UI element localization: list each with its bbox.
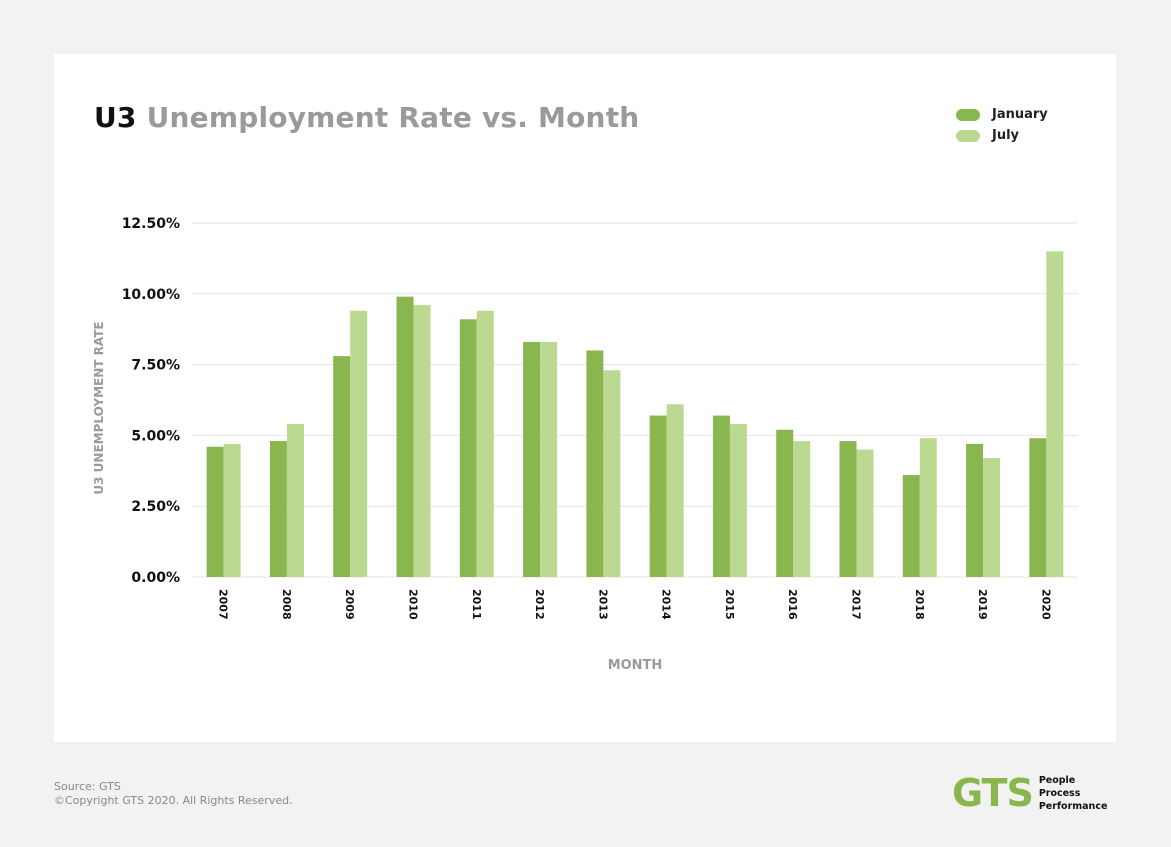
bar-july-2012 [540, 341, 558, 577]
x-tick-label: 2017 [850, 589, 863, 620]
bar-january-2015 [712, 415, 730, 577]
x-tick-label: 2009 [343, 589, 356, 620]
footer: Source: GTS ©Copyright GTS 2020. All Rig… [54, 780, 293, 808]
y-axis-title: U3 UNEMPLOYMENT RATE [92, 321, 106, 494]
bar-july-2013 [603, 370, 621, 577]
y-tick-label: 12.50% [122, 216, 180, 232]
bar-july-2016 [793, 441, 811, 577]
legend-swatch-january [956, 108, 980, 121]
logo-tagline-performance: Performance [1038, 800, 1108, 812]
bar-july-2008 [286, 424, 304, 577]
bar-january-2012 [523, 341, 541, 577]
chart-title-strong: U3 [94, 101, 137, 134]
x-axis-title: MONTH [608, 658, 663, 673]
x-tick-label: 2018 [913, 589, 926, 620]
y-tick-label: 7.50% [131, 358, 180, 374]
bar-january-2008 [269, 441, 287, 577]
bar-january-2018 [902, 475, 920, 577]
bar-january-2013 [586, 350, 604, 577]
logo-mark: GTS [952, 771, 1034, 815]
gts-logo: GTS People Process Performance [952, 773, 1107, 813]
chart-legend: January July [956, 104, 1048, 146]
bar-july-2015 [729, 424, 747, 577]
x-tick-label: 2014 [660, 589, 673, 620]
bar-january-2011 [459, 319, 477, 577]
y-tick-label: 10.00% [122, 287, 180, 303]
y-tick-label: 5.00% [131, 428, 180, 444]
y-tick-label: 2.50% [131, 499, 180, 515]
bar-january-2017 [839, 441, 857, 577]
x-tick-label: 2015 [723, 589, 736, 620]
bar-january-2010 [396, 296, 414, 577]
bar-july-2018 [919, 438, 937, 577]
logo-tagline: People Process Performance [1039, 774, 1108, 813]
x-tick-label: 2020 [1039, 589, 1052, 620]
legend-item-january: January [956, 104, 1048, 125]
chart-title-light: Unemployment Rate vs. Month [146, 101, 640, 134]
y-tick-label: 0.00% [131, 570, 180, 586]
copyright-text: ©Copyright GTS 2020. All Rights Reserved… [54, 794, 293, 807]
bar-july-2009 [350, 310, 368, 577]
logo-tagline-people: People [1038, 774, 1076, 786]
bar-january-2014 [649, 415, 667, 577]
logo-tagline-process: Process [1038, 787, 1081, 799]
x-tick-label: 2016 [786, 589, 799, 620]
bar-july-2014 [666, 404, 684, 577]
x-tick-label: 2011 [470, 589, 483, 620]
bar-july-2011 [476, 310, 494, 577]
x-tick-label: 2010 [407, 589, 420, 620]
bar-january-2016 [776, 429, 794, 577]
legend-swatch-july [956, 129, 980, 142]
legend-label-july: July [992, 128, 1020, 143]
bar-july-2019 [983, 458, 1001, 577]
bar-january-2020 [1029, 438, 1047, 577]
chart-title: U3 Unemployment Rate vs. Month [94, 100, 639, 136]
bar-january-2007 [206, 446, 224, 577]
bar-july-2007 [223, 443, 241, 577]
x-tick-label: 2012 [533, 589, 546, 620]
legend-item-july: July [956, 125, 1048, 146]
bar-january-2019 [966, 443, 984, 577]
x-tick-label: 2013 [596, 589, 609, 620]
chart-card [54, 54, 1116, 742]
bar-july-2017 [856, 449, 874, 577]
bar-july-2020 [1046, 251, 1064, 577]
bar-january-2009 [333, 356, 351, 577]
x-tick-label: 2008 [280, 589, 293, 620]
x-tick-label: 2019 [976, 589, 989, 620]
x-tick-label: 2007 [217, 589, 230, 620]
bar-july-2010 [413, 305, 431, 577]
legend-label-january: January [992, 107, 1048, 122]
source-text: Source: GTS [54, 780, 121, 793]
